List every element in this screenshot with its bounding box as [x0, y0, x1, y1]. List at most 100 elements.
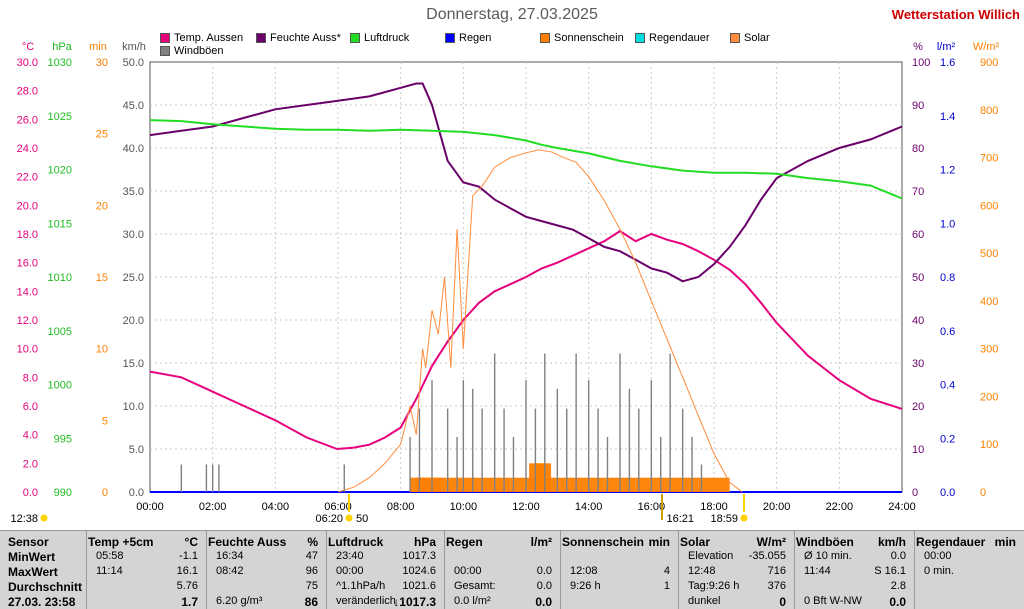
axis-tick-right: 100	[980, 439, 998, 451]
table-cell-label: 00:00	[336, 565, 364, 577]
legend-item-temp: Temp. Aussen	[160, 32, 243, 44]
table-cell-label: 00:00	[454, 565, 482, 577]
legend-swatch	[160, 46, 170, 56]
legend-item-pressure: Luftdruck	[350, 32, 409, 44]
axis-tick-x: 10:00	[450, 501, 478, 513]
column-header-unit: °C	[184, 535, 198, 549]
axis-unit-right: %	[913, 41, 923, 53]
axis-tick-left: 25.0	[123, 272, 144, 284]
axis-tick-left: 24.0	[17, 143, 38, 155]
axis-tick-left: 0.0	[129, 487, 144, 499]
table-cell-value: 86	[304, 595, 318, 609]
table-cell-value: 2.8	[890, 580, 906, 592]
table-cell-value: 376	[767, 580, 786, 592]
sun-icon	[345, 514, 353, 522]
column-header: Solar W/m²	[680, 535, 790, 549]
axis-tick-right: 800	[980, 105, 998, 117]
table-cell-value: S 16.1	[874, 565, 906, 577]
axis-tick-left: 30.0	[123, 229, 144, 241]
column-header-label: Regen	[446, 535, 483, 549]
sunrise-azimuth: 50	[356, 513, 368, 525]
station-brand: Wetterstation Willich	[891, 7, 1020, 22]
axis-tick-left: 995	[54, 433, 72, 445]
series-line-temp-aussen	[149, 229, 903, 451]
table-cell-value: 0.0	[536, 580, 552, 592]
axis-tick-left: 5	[102, 415, 108, 427]
axis-tick-right: 80	[912, 143, 924, 155]
axis-tick-right: 600	[980, 200, 998, 212]
legend-label: Regen	[459, 32, 492, 44]
axis-tick-left: 18.0	[17, 229, 38, 241]
sunshine-bar	[588, 477, 605, 492]
axis-unit-left: °C	[22, 41, 34, 53]
table-column: Luftdruck hPa 23:40 1017.3 00:00 1024.6 ^1.1hP…	[326, 531, 445, 609]
axis-tick-left: 12.0	[17, 315, 38, 327]
axis-tick-right: 400	[980, 296, 998, 308]
table-cell-label: 23:40	[336, 550, 364, 562]
column-header: Sonnenschein min	[562, 535, 674, 549]
table-column: Feuchte Auss% 16:34 47 08:42 96 75 6.20 g/m³ 86	[206, 531, 327, 609]
axis-tick-left: 1025	[48, 111, 72, 123]
axis-tick-right: 300	[980, 344, 998, 356]
axis-tick-x: 08:00	[387, 501, 415, 513]
legend-item-sunshine: Sonnenschein	[540, 32, 624, 44]
axis-tick-left: 2.0	[23, 458, 38, 470]
series-line-luftdruck	[149, 119, 903, 200]
sunshine-bar	[510, 477, 526, 492]
row-label-current: 27.03. 23:58	[8, 595, 76, 609]
table-column: Windböen km/h Ø 10 min. 0.0 11:44 S 16.1 2.8 0 …	[794, 531, 915, 609]
column-header-label: Regendauer	[916, 535, 986, 549]
column-header-label: Windböen	[796, 535, 854, 549]
series-line-solar	[337, 149, 743, 493]
table-cell-value: -1.1	[179, 550, 198, 562]
sunset-time: 18:59	[710, 513, 738, 525]
axis-tick-left: 1015	[48, 218, 72, 230]
table-cell-value: 96	[305, 565, 318, 577]
axis-tick-x: 00:00	[136, 501, 164, 513]
table-cell-value: 4	[663, 565, 670, 577]
axis-tick-left: 15.0	[123, 358, 144, 370]
table-cell-value: 1.7	[181, 595, 198, 609]
sunshine-bar	[557, 477, 573, 492]
sunshine-bar	[463, 477, 479, 492]
legend-label: Temp. Aussen	[174, 32, 244, 44]
row-label-average: Durchschnitt	[8, 580, 83, 594]
weather-chart: °C 0.0 2.0 4.0 6.0 8.0 10.0 12.0 14.0 16.0 18.0 20.…	[10, 41, 999, 525]
moon-mark-time: 16:21	[666, 513, 694, 525]
axis-tick-x: 18:00	[700, 501, 728, 513]
sunshine-bar	[635, 477, 652, 492]
table-cell-value: 16.1	[176, 565, 198, 577]
sunshine-bar	[494, 477, 511, 492]
sunshine-bar	[573, 477, 589, 492]
legend-label: Solar	[744, 32, 770, 44]
column-header-label: Solar	[680, 535, 711, 549]
axis-unit-left: km/h	[122, 41, 146, 53]
axis-tick-left: 25	[96, 129, 108, 141]
table-cell-value: -35.055	[748, 550, 786, 562]
axis-tick-right: 10	[912, 444, 924, 456]
legend-label: Windböen	[174, 45, 224, 57]
axis-tick-right: 1.2	[940, 165, 955, 177]
axis-tick-left: 20.0	[17, 200, 38, 212]
axis-tick-left: 1000	[48, 380, 72, 392]
table-cell-value: 716	[767, 565, 786, 577]
sunshine-bar	[604, 477, 620, 492]
legend-item-solar: Solar	[730, 32, 770, 44]
row-labels-column: Sensor MinWert MaxWert Durchschnitt 27.0…	[0, 531, 87, 609]
column-header-unit: km/h	[877, 535, 906, 549]
table-cell-label: ^1.1hPa/h	[336, 580, 386, 592]
axis-unit-left: min	[89, 41, 107, 53]
table-cell-value: ↓1017.3	[393, 595, 436, 609]
table-cell-label: 11:14	[96, 565, 123, 577]
table-cell-label: 16:34	[216, 550, 244, 562]
column-header: Feuchte Auss%	[208, 535, 322, 549]
axis-tick-left: 10	[96, 344, 108, 356]
column-header: Temp +5cm °C	[88, 535, 202, 549]
sunshine-bar	[479, 477, 495, 492]
axis-tick-right: 90	[912, 100, 924, 112]
column-header-label: Sonnenschein	[562, 535, 645, 549]
axis-tick-left: 26.0	[17, 114, 38, 126]
row-label-min: MinWert	[8, 550, 56, 564]
axis-tick-right: 40	[912, 315, 924, 327]
series-line-feuchte-auss-	[149, 82, 903, 283]
